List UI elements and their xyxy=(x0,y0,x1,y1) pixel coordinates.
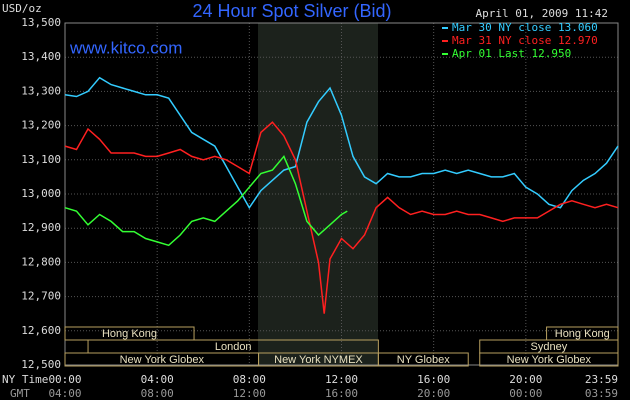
x-tick-label: 23:59 xyxy=(585,373,618,386)
y-tick-label: 12,800 xyxy=(21,255,61,268)
x2-tick-label: 04:00 xyxy=(48,387,81,400)
y-tick-label: 13,200 xyxy=(21,119,61,132)
session-label: Sydney xyxy=(531,341,568,353)
y-tick-label: 12,700 xyxy=(21,290,61,303)
x2-tick-label: 16:00 xyxy=(325,387,358,400)
y-tick-label: 13,300 xyxy=(21,84,61,97)
chart-title: 24 Hour Spot Silver (Bid) xyxy=(192,1,391,21)
x-tick-label: 16:00 xyxy=(417,373,450,386)
y-axis-label: USD/oz xyxy=(2,2,42,15)
session-box xyxy=(479,352,619,367)
legend-label: Apr 01 Last 12.950 xyxy=(452,47,571,60)
x-row-label: NY Time xyxy=(2,373,48,386)
y-tick-label: 13,400 xyxy=(21,50,61,63)
y-tick-label: 13,100 xyxy=(21,153,61,166)
x2-tick-label: 08:00 xyxy=(141,387,174,400)
x2-tick-label: 20:00 xyxy=(417,387,450,400)
session-label: New York Globex xyxy=(507,354,592,366)
series-line xyxy=(64,121,619,314)
watermark: www.kitco.com xyxy=(69,38,182,57)
x2-tick-label: 00:00 xyxy=(509,387,542,400)
x2-row-label: GMT xyxy=(10,387,30,400)
session-label: Hong Kong xyxy=(555,328,610,340)
series-line xyxy=(64,154,348,247)
session-label: NY Globex xyxy=(397,354,450,366)
x-tick-label: 12:00 xyxy=(325,373,358,386)
y-tick-label: 12,600 xyxy=(21,324,61,337)
y-tick-label: 13,500 xyxy=(21,16,61,29)
x-tick-label: 08:00 xyxy=(233,373,266,386)
legend-label: Mar 30 NY close 13.060 xyxy=(452,21,598,34)
x-tick-label: 00:00 xyxy=(48,373,81,386)
plot-frame xyxy=(64,22,619,366)
session-label: Hong Kong xyxy=(102,328,157,340)
x2-tick-label: 03:59 xyxy=(585,387,618,400)
y-tick-label: 12,500 xyxy=(21,358,61,371)
session-label: London xyxy=(215,341,252,353)
session-box xyxy=(377,352,469,367)
legend-label: Mar 31 NY close 12.970 xyxy=(452,34,598,47)
x-tick-label: 04:00 xyxy=(141,373,174,386)
session-label: New York Globex xyxy=(120,354,205,366)
x2-tick-label: 12:00 xyxy=(233,387,266,400)
y-tick-label: 13,000 xyxy=(21,187,61,200)
session-label: New York NYMEX xyxy=(274,354,363,366)
x-tick-label: 20:00 xyxy=(509,373,542,386)
series-line xyxy=(64,76,619,210)
y-tick-label: 12,900 xyxy=(21,221,61,234)
timestamp: April 01, 2009 11:42 xyxy=(476,7,608,20)
